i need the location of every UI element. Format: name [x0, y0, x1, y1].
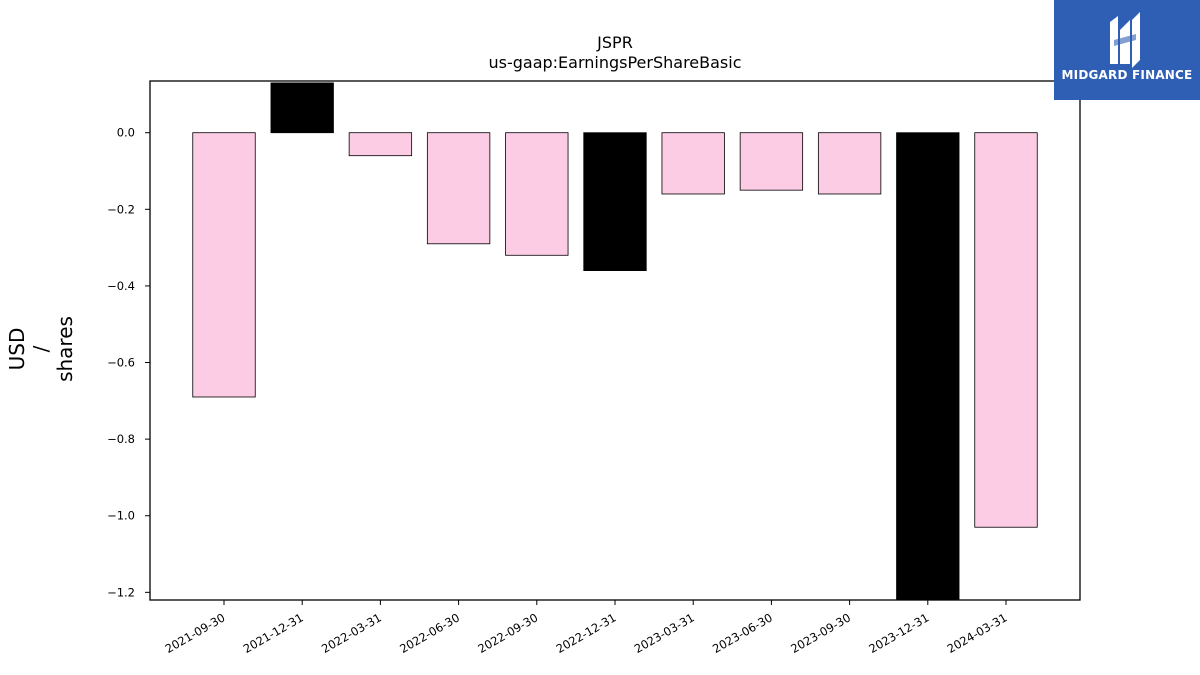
- x-tick-label: 2022-12-31: [554, 610, 619, 656]
- x-tick-label: 2022-09-30: [475, 610, 540, 656]
- bar-2022-06-30: [426, 132, 491, 245]
- bar-2023-03-31: [661, 132, 725, 195]
- x-tick-label: 2024-03-31: [945, 610, 1010, 656]
- y-axis-label-line-3: shares: [53, 316, 77, 382]
- bar-2024-03-31: [974, 132, 1038, 528]
- x-tick-label: 2023-03-31: [632, 610, 697, 656]
- x-axis-ticks: 2021-09-30 2021-12-31 2022-03-31 2022-06-30…: [163, 600, 1010, 656]
- y-axis-ticks: 0.0 −0.2 −0.4 −0.6 −0.8 −1.0 −1.2: [107, 126, 150, 599]
- y-tick-label: −0.8: [107, 432, 135, 446]
- bar-2022-12-31: [583, 132, 647, 272]
- x-tick-label: 2023-12-31: [866, 610, 931, 656]
- midgard-finance-logo: MIDGARD FINANCE: [1054, 0, 1200, 100]
- bars: [192, 82, 1038, 601]
- y-tick-label: 0.0: [117, 126, 135, 140]
- bar-2023-06-30: [739, 132, 804, 191]
- y-tick-label: −0.6: [107, 356, 135, 370]
- chart-subtitle: us-gaap:EarningsPerShareBasic: [488, 53, 741, 72]
- chart-title: JSPR: [596, 33, 633, 52]
- x-tick-label: 2021-09-30: [163, 610, 228, 656]
- plot-frame: [149, 80, 1081, 601]
- bar-2021-09-30: [192, 132, 256, 398]
- y-tick-label: −0.2: [107, 202, 135, 216]
- y-tick-label: −0.4: [107, 279, 135, 293]
- midgard-logo-icon: [1110, 12, 1140, 68]
- y-axis-label-line-2: /: [29, 345, 53, 352]
- bar-2022-03-31: [348, 132, 413, 157]
- x-tick-label: 2023-06-30: [710, 610, 775, 656]
- bar-2023-12-31: [896, 132, 960, 601]
- y-tick-label: −1.2: [107, 585, 135, 599]
- logo-name: MIDGARD FINANCE: [1061, 68, 1193, 82]
- bar-2023-09-30: [817, 132, 882, 195]
- bar-2022-09-30: [505, 132, 569, 256]
- x-tick-label: 2022-03-31: [319, 610, 384, 656]
- x-tick-label: 2023-09-30: [788, 610, 853, 656]
- x-tick-label: 2021-12-31: [241, 610, 306, 656]
- bar-2021-12-31: [270, 82, 334, 134]
- y-axis-label: USD / shares: [5, 316, 77, 382]
- y-axis-label-line-1: USD: [5, 328, 29, 371]
- y-tick-label: −1.0: [107, 509, 135, 523]
- x-tick-label: 2022-06-30: [397, 610, 462, 656]
